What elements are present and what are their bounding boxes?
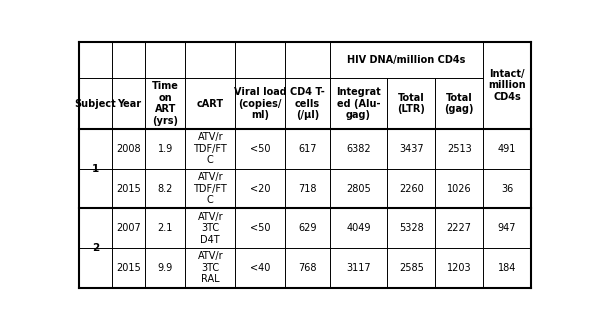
Text: ATV/r
TDF/FT
C: ATV/r TDF/FT C	[193, 172, 227, 205]
Text: Time
on
ART
(yrs): Time on ART (yrs)	[152, 81, 179, 126]
Text: 2007: 2007	[117, 223, 141, 233]
Text: <20: <20	[250, 184, 270, 194]
Text: 629: 629	[298, 223, 317, 233]
Text: 2015: 2015	[117, 184, 141, 194]
Text: 2227: 2227	[447, 223, 472, 233]
Text: 5328: 5328	[399, 223, 424, 233]
Text: 2805: 2805	[346, 184, 371, 194]
Text: <40: <40	[250, 263, 270, 273]
Text: 768: 768	[298, 263, 317, 273]
Text: Subject: Subject	[75, 98, 117, 109]
Text: Viral load
(copies/
ml): Viral load (copies/ ml)	[234, 87, 286, 120]
Text: <50: <50	[250, 144, 270, 154]
Text: 2585: 2585	[399, 263, 424, 273]
Text: <50: <50	[250, 223, 270, 233]
Text: 6382: 6382	[346, 144, 371, 154]
Text: CD4 T-
cells
(/µl): CD4 T- cells (/µl)	[290, 87, 325, 120]
Text: 9.9: 9.9	[158, 263, 173, 273]
Text: 1: 1	[92, 164, 99, 174]
Text: Year: Year	[117, 98, 141, 109]
Text: 3117: 3117	[346, 263, 371, 273]
Text: 8.2: 8.2	[158, 184, 173, 194]
Text: 2260: 2260	[399, 184, 424, 194]
Text: 1.9: 1.9	[158, 144, 173, 154]
Text: Total
(LTR): Total (LTR)	[397, 93, 425, 114]
Text: ATV/r
TDF/FT
C: ATV/r TDF/FT C	[193, 132, 227, 166]
Text: 2015: 2015	[117, 263, 141, 273]
Text: 2: 2	[92, 243, 99, 253]
Text: 1203: 1203	[447, 263, 471, 273]
Text: cART: cART	[197, 98, 224, 109]
Text: 718: 718	[298, 184, 317, 194]
Text: Total
(gag): Total (gag)	[444, 93, 474, 114]
Text: 947: 947	[498, 223, 516, 233]
Text: 2008: 2008	[117, 144, 141, 154]
Text: 617: 617	[298, 144, 317, 154]
Text: Intact/
million
CD4s: Intact/ million CD4s	[488, 69, 526, 102]
Text: 3437: 3437	[399, 144, 424, 154]
Text: 184: 184	[498, 263, 516, 273]
Text: 36: 36	[501, 184, 513, 194]
Text: 491: 491	[498, 144, 516, 154]
Text: 4049: 4049	[346, 223, 371, 233]
Text: ATV/r
3TC
RAL: ATV/r 3TC RAL	[198, 251, 223, 284]
Text: 1026: 1026	[447, 184, 471, 194]
Text: Integrat
ed (Alu-
gag): Integrat ed (Alu- gag)	[336, 87, 381, 120]
Text: ATV/r
3TC
D4T: ATV/r 3TC D4T	[198, 212, 223, 245]
Text: 2.1: 2.1	[158, 223, 173, 233]
Text: 2513: 2513	[447, 144, 471, 154]
Text: HIV DNA/million CD4s: HIV DNA/million CD4s	[347, 55, 466, 65]
